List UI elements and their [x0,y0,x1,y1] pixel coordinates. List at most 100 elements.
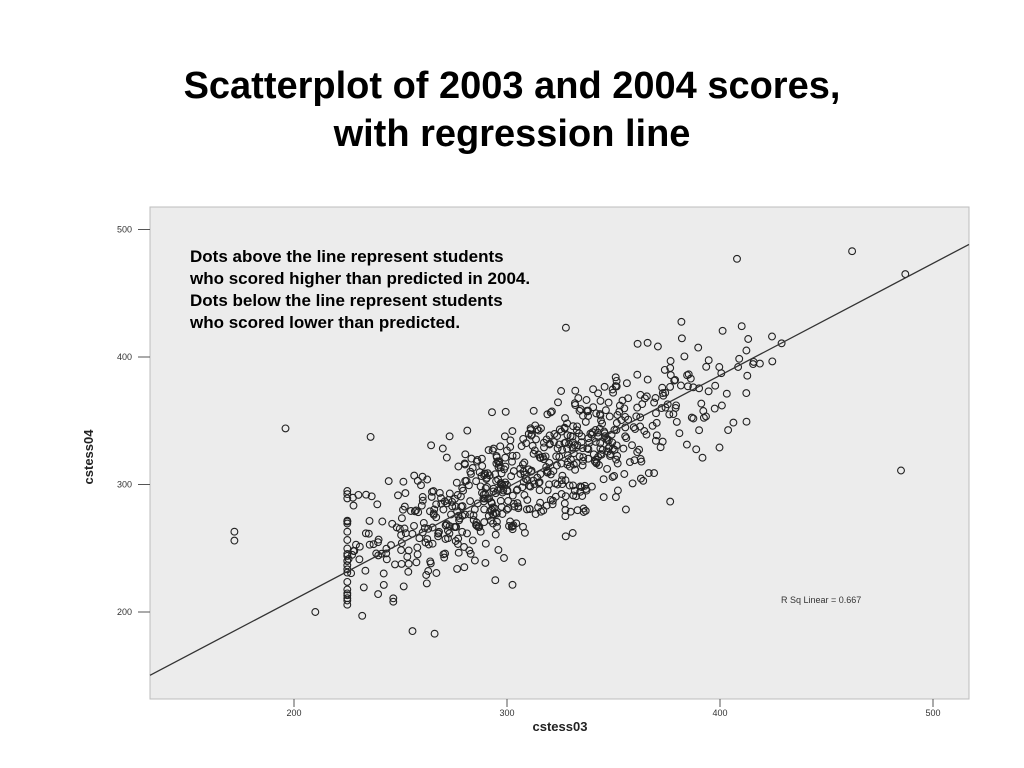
data-point [477,454,486,463]
data-point [281,424,290,433]
data-point [571,401,580,409]
data-point [592,409,601,418]
data-point [384,477,393,486]
data-point [689,414,698,423]
data-point [596,450,605,459]
data-point [702,362,711,371]
data-point [498,480,507,489]
data-point [777,339,786,348]
data-point [508,580,517,589]
data-point [744,335,753,343]
data-point [412,506,420,515]
data-point [458,527,467,536]
data-point [512,451,521,460]
data-point [768,357,777,366]
data-point [463,529,471,538]
data-point [460,543,468,551]
data-point [343,487,352,495]
data-point [448,497,457,506]
data-point [581,506,590,515]
data-point [463,426,472,435]
data-point [651,394,660,402]
data-point [610,471,619,480]
data-point [361,529,370,538]
data-point [488,408,496,417]
data-point [466,510,474,519]
data-point [561,532,570,541]
data-point [418,528,427,537]
data-point [672,417,681,426]
data-point [379,580,388,589]
data-point [598,445,607,454]
data-point [458,511,467,520]
y-tick-label: 200 [117,607,132,617]
data-point [410,471,419,480]
data-point [555,440,564,449]
data-point [506,443,515,451]
data-point [540,443,548,452]
data-point [343,600,352,609]
data-point [520,458,529,467]
x-tick-label: 300 [499,708,514,718]
data-point [424,567,433,575]
data-point [640,427,649,435]
data-point [561,492,570,501]
data-point [633,339,642,348]
data-point [526,426,535,435]
data-point [491,530,500,539]
data-point [636,455,645,463]
data-points [230,247,910,638]
slide-title-line-2: with regression line [333,113,691,155]
data-point [643,375,652,384]
data-point [488,503,497,512]
data-point [367,492,376,501]
data-point [897,466,905,475]
data-point [494,545,503,554]
data-point [427,492,436,501]
data-point [737,322,746,331]
data-point [596,439,605,448]
data-point [612,376,621,385]
data-point [461,450,470,459]
data-point [609,388,618,397]
data-point [599,475,608,484]
data-point [848,247,857,256]
data-point [576,487,585,496]
data-point [698,453,707,462]
data-point [428,523,437,532]
data-point [591,426,600,434]
data-point [528,441,537,450]
data-point [361,566,370,575]
data-point [445,529,454,538]
data-point [658,437,667,446]
data-point [399,582,408,591]
data-point [589,385,598,394]
annotation-text: Dots above the line represent students w… [190,246,530,334]
data-point [519,467,528,476]
data-point [343,556,352,565]
data-point [343,591,352,600]
data-point [482,473,491,482]
data-point [635,445,644,454]
data-point [724,426,733,435]
data-point [594,389,603,398]
data-point [658,383,667,392]
x-tick-label: 200 [286,708,301,718]
data-point [578,492,587,500]
data-point [512,486,521,495]
regression-line [149,243,970,676]
data-point [430,629,439,638]
data-point [472,477,481,486]
data-point [422,579,431,588]
data-point [636,413,645,422]
data-point [365,516,374,525]
data-point [565,481,574,490]
data-point [403,552,412,561]
data-point [427,441,436,450]
data-point [445,432,454,441]
data-point [622,379,631,388]
data-point [613,459,622,468]
data-point [355,542,364,551]
data-point [604,398,613,407]
data-point [435,488,444,497]
